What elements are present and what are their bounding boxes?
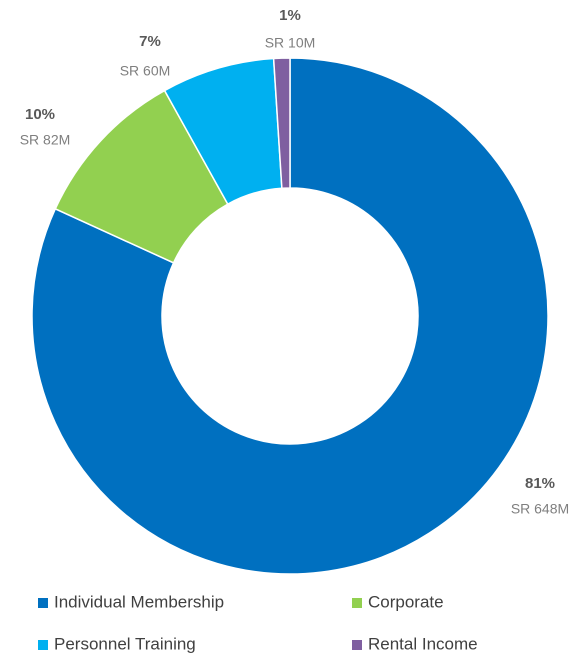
legend-label: Corporate (368, 592, 444, 611)
data-label: 1% (279, 7, 301, 24)
amount-label: SR 60M (120, 63, 171, 79)
donut-slice (31, 57, 549, 575)
legend-label: Individual Membership (54, 592, 224, 611)
legend-swatch (38, 598, 48, 608)
amount-label: SR 648M (511, 501, 569, 517)
data-label: 81% (525, 475, 555, 492)
legend-label: Rental Income (368, 634, 478, 653)
legend-swatch (38, 640, 48, 650)
amount-label: SR 82M (20, 132, 71, 148)
donut-slice (272, 57, 291, 190)
data-label: 10% (25, 106, 55, 123)
legend-label: Personnel Training (54, 634, 196, 653)
legend-swatch (352, 640, 362, 650)
data-label: 7% (139, 33, 161, 50)
amount-label: SR 10M (265, 35, 316, 51)
legend-swatch (352, 598, 362, 608)
